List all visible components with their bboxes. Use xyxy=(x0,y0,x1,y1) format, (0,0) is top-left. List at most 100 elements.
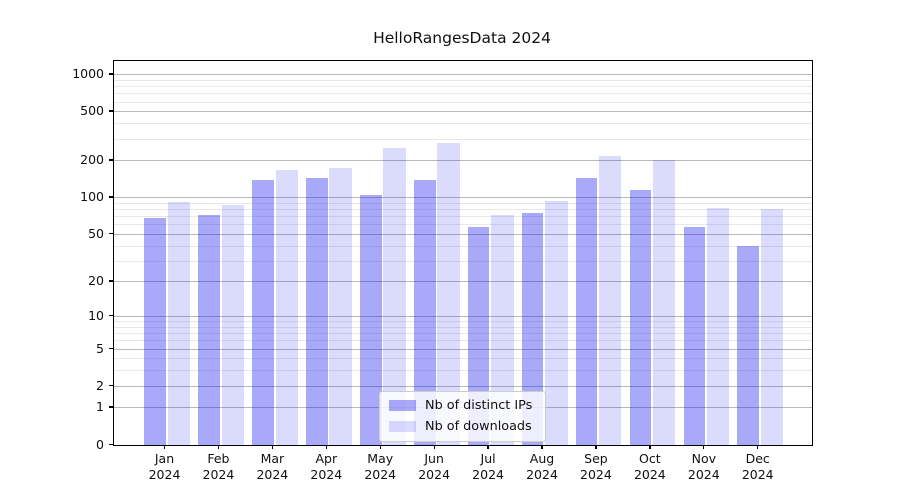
bar-nb-of-distinct-ips-oct xyxy=(629,190,652,445)
x-tick-jul xyxy=(487,445,489,449)
bar-nb-of-distinct-ips-aug xyxy=(521,213,544,445)
bar-nb-of-downloads-apr xyxy=(329,168,352,445)
bar-nb-of-downloads-dec xyxy=(760,208,784,445)
y-tick-50 xyxy=(108,232,114,235)
gridline-major-5 xyxy=(114,348,812,350)
gridline-minor-700 xyxy=(114,93,812,95)
bar-nb-of-downloads-sep xyxy=(599,155,622,445)
gridline-minor-60 xyxy=(114,224,812,226)
x-tick-jan xyxy=(163,445,166,449)
gridline-minor-9 xyxy=(114,321,812,323)
x-tick-sep xyxy=(595,445,597,449)
y-tick-label-1000: 1000 xyxy=(72,66,104,82)
gridline-minor-70 xyxy=(114,216,812,218)
chart-title: HelloRangesData 2024 xyxy=(373,29,551,47)
bar-nb-of-downloads-jul xyxy=(491,215,514,445)
gridline-major-500 xyxy=(114,111,812,113)
gridline-minor-300 xyxy=(114,138,812,140)
gridline-minor-3 xyxy=(114,370,812,372)
bar-nb-of-distinct-ips-nov xyxy=(683,226,706,445)
gridline-major-200 xyxy=(114,160,812,162)
bar-nb-of-distinct-ips-jul xyxy=(467,226,490,445)
gridline-minor-90 xyxy=(114,202,812,204)
y-tick-2 xyxy=(108,384,114,386)
legend-swatch-nb-of-distinct-ips xyxy=(389,400,416,411)
gridline-minor-40 xyxy=(114,245,812,247)
y-tick-200 xyxy=(108,159,114,161)
bar-nb-of-distinct-ips-jan xyxy=(144,218,166,445)
x-tick-dec xyxy=(757,445,759,449)
bar-nb-of-downloads-may xyxy=(383,147,406,445)
plot-area xyxy=(113,60,813,446)
y-tick-100 xyxy=(108,196,114,198)
y-tick-0 xyxy=(108,443,114,445)
x-tick-may xyxy=(379,445,381,449)
gridline-minor-400 xyxy=(114,123,812,125)
x-tick-label-apr: Apr 2024 xyxy=(310,451,343,482)
bar-nb-of-distinct-ips-dec xyxy=(737,246,760,445)
x-tick-apr xyxy=(325,445,327,449)
y-tick-1000 xyxy=(108,73,114,75)
bar-nb-of-distinct-ips-sep xyxy=(575,178,598,445)
bar-nb-of-distinct-ips-may xyxy=(359,195,382,445)
bar-nb-of-downloads-feb xyxy=(221,204,244,445)
bar-nb-of-downloads-jan xyxy=(167,202,190,445)
gridline-minor-7 xyxy=(114,333,812,335)
legend-entry-nb-of-downloads: Nb of downloads xyxy=(389,419,536,434)
bar-nb-of-downloads-oct xyxy=(653,159,676,445)
y-tick-label-50: 50 xyxy=(88,225,104,241)
y-tick-label-2: 2 xyxy=(96,377,104,393)
bar-nb-of-distinct-ips-feb xyxy=(198,215,220,445)
legend: Nb of distinct IPs Nb of downloads xyxy=(379,391,546,442)
gridline-minor-4 xyxy=(114,358,812,360)
gridline-major-1000 xyxy=(114,74,812,76)
x-tick-label-oct: Oct 2024 xyxy=(633,451,666,482)
bar-nb-of-distinct-ips-jun xyxy=(413,179,436,445)
x-tick-label-dec: Dec 2024 xyxy=(741,451,774,482)
gridline-major-20 xyxy=(114,281,812,283)
y-tick-label-500: 500 xyxy=(80,103,104,119)
x-tick-label-aug: Aug 2024 xyxy=(526,451,558,482)
x-tick-label-jun: Jun 2024 xyxy=(418,451,451,482)
x-tick-label-nov: Nov 2024 xyxy=(687,451,720,482)
y-tick-5 xyxy=(108,347,114,349)
legend-entry-nb-of-distinct-ips: Nb of distinct IPs xyxy=(389,398,536,413)
x-tick-label-mar: Mar 2024 xyxy=(256,451,289,482)
y-tick-label-10: 10 xyxy=(88,308,104,324)
y-tick-label-200: 200 xyxy=(80,152,104,168)
gridline-minor-6 xyxy=(114,340,812,342)
y-tick-label-0: 0 xyxy=(96,436,104,452)
y-tick-1 xyxy=(108,406,114,408)
y-tick-label-20: 20 xyxy=(88,273,104,289)
gridline-major-100 xyxy=(114,197,812,199)
gridline-minor-8 xyxy=(114,326,812,328)
y-tick-label-100: 100 xyxy=(80,189,104,205)
x-tick-label-jan: Jan 2024 xyxy=(148,451,181,482)
gridline-major-50 xyxy=(114,233,812,235)
bar-nb-of-distinct-ips-mar xyxy=(252,179,274,445)
x-tick-jun xyxy=(433,445,435,449)
gridline-minor-800 xyxy=(114,86,812,88)
bar-nb-of-distinct-ips-apr xyxy=(305,178,328,445)
x-tick-label-may: May 2024 xyxy=(364,451,397,482)
x-tick-oct xyxy=(649,445,651,449)
y-tick-10 xyxy=(108,315,114,317)
y-tick-label-5: 5 xyxy=(96,340,104,356)
gridline-minor-600 xyxy=(114,101,812,103)
gridline-major-2 xyxy=(114,385,812,387)
x-tick-mar xyxy=(271,445,274,449)
x-tick-label-jul: Jul 2024 xyxy=(472,451,504,482)
legend-label-nb-of-downloads: Nb of downloads xyxy=(425,419,532,434)
y-tick-500 xyxy=(108,110,114,112)
legend-swatch-nb-of-downloads xyxy=(389,421,416,432)
x-tick-label-feb: Feb 2024 xyxy=(202,451,235,482)
gridline-minor-30 xyxy=(114,260,812,262)
x-tick-nov xyxy=(703,445,705,449)
y-tick-label-1: 1 xyxy=(96,399,104,415)
x-tick-aug xyxy=(541,445,543,449)
bar-nb-of-downloads-aug xyxy=(545,200,568,445)
bar-nb-of-downloads-mar xyxy=(275,169,298,445)
bar-nb-of-downloads-nov xyxy=(707,207,730,445)
gridline-minor-900 xyxy=(114,80,812,82)
